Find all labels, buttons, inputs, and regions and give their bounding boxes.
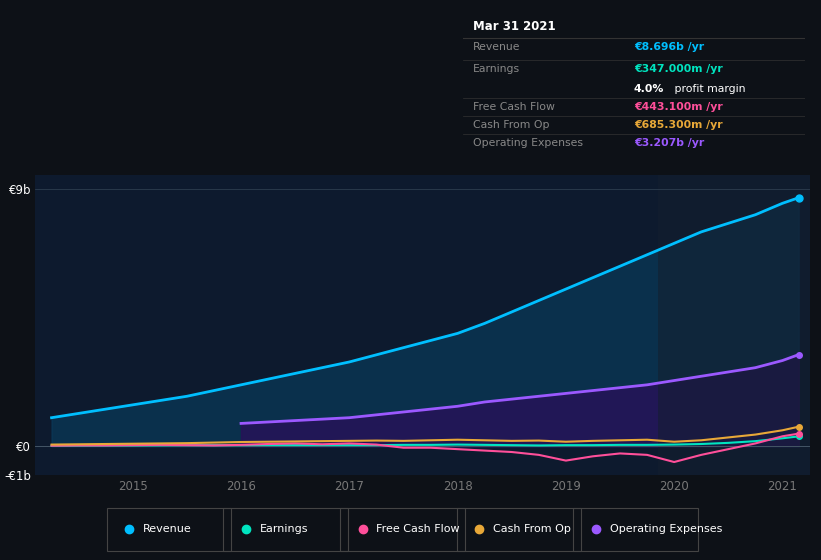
Text: Mar 31 2021: Mar 31 2021 [473, 21, 556, 34]
Text: Earnings: Earnings [259, 524, 308, 534]
Bar [658, 175, 810, 475]
Text: profit margin: profit margin [672, 85, 746, 95]
Text: Free Cash Flow: Free Cash Flow [473, 102, 555, 112]
Text: Free Cash Flow: Free Cash Flow [376, 524, 460, 534]
Text: €685.300m /yr: €685.300m /yr [634, 120, 722, 130]
Text: €8.696b /yr: €8.696b /yr [634, 42, 704, 52]
Text: €443.100m /yr: €443.100m /yr [634, 102, 722, 112]
Text: Revenue: Revenue [143, 524, 192, 534]
Text: Earnings: Earnings [473, 64, 521, 74]
Text: 4.0%: 4.0% [634, 85, 664, 95]
Text: Revenue: Revenue [473, 42, 521, 52]
Text: €3.207b /yr: €3.207b /yr [634, 138, 704, 148]
Text: Cash From Op: Cash From Op [473, 120, 550, 130]
Text: €347.000m /yr: €347.000m /yr [634, 64, 722, 74]
Text: Operating Expenses: Operating Expenses [473, 138, 583, 148]
Text: Operating Expenses: Operating Expenses [610, 524, 722, 534]
Text: Cash From Op: Cash From Op [493, 524, 571, 534]
